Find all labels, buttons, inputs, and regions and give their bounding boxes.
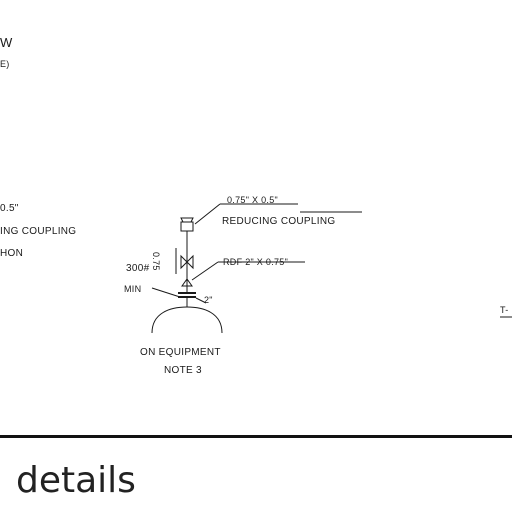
equipment-note: NOTE 3 xyxy=(164,366,202,376)
left-note-size: 0.5" xyxy=(0,204,19,214)
reducing-coupling-symbol xyxy=(181,218,193,222)
top-left-label-1: W xyxy=(0,36,13,49)
rating-label: 300# xyxy=(126,264,149,274)
top-left-label-2: E) xyxy=(0,60,10,69)
flange-size-label: 2" xyxy=(204,296,213,305)
rating-note: MIN xyxy=(124,285,141,294)
valve-leader xyxy=(192,262,218,280)
rating-leader xyxy=(152,288,180,297)
left-note-connection: HON xyxy=(0,249,23,259)
details-caption: details xyxy=(16,460,136,501)
left-note-coupling: ING COUPLING xyxy=(0,227,76,237)
coupling-leader xyxy=(195,204,220,224)
equipment-shell xyxy=(152,307,222,333)
pipe-size-label: 0.75 xyxy=(151,252,160,271)
equipment-label: ON EQUIPMENT xyxy=(140,348,221,358)
coupling-name: REDUCING COUPLING xyxy=(222,217,335,227)
section-divider xyxy=(0,435,512,438)
right-edge-mark: T- xyxy=(500,306,509,315)
coupling-body xyxy=(181,222,193,231)
valve-callout: RDF 2" X 0.75" xyxy=(223,258,288,267)
coupling-callout: 0.75" X 0.5" xyxy=(227,196,278,205)
